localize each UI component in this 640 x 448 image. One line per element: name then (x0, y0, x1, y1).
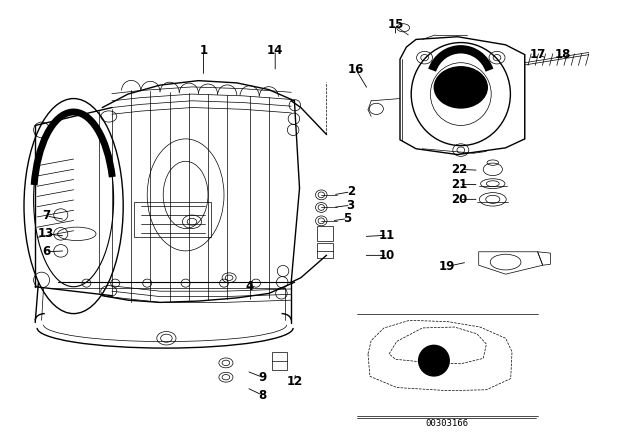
Text: 21: 21 (451, 178, 468, 191)
Text: 11: 11 (379, 228, 396, 242)
Text: 20: 20 (451, 193, 468, 206)
Ellipse shape (434, 66, 488, 109)
Text: 13: 13 (38, 227, 54, 241)
Text: 4: 4 (246, 280, 253, 293)
Text: 15: 15 (387, 18, 404, 31)
Text: 10: 10 (379, 249, 396, 262)
Text: 7: 7 (42, 209, 50, 223)
Text: 1: 1 (200, 43, 207, 57)
Text: 2: 2 (347, 185, 355, 198)
Text: 17: 17 (529, 48, 546, 61)
Text: 18: 18 (555, 48, 572, 61)
Bar (134, 202, 211, 237)
Text: 8: 8 (259, 388, 266, 402)
Text: 14: 14 (267, 43, 284, 57)
Text: 19: 19 (438, 260, 455, 273)
Text: 12: 12 (286, 375, 303, 388)
Text: 00303166: 00303166 (425, 419, 468, 428)
Text: 9: 9 (259, 370, 266, 384)
Circle shape (418, 345, 450, 377)
Text: 5: 5 (344, 212, 351, 225)
Text: 6: 6 (42, 245, 50, 258)
Text: 3: 3 (347, 198, 355, 212)
Text: 22: 22 (451, 163, 468, 176)
Text: 16: 16 (348, 63, 364, 76)
